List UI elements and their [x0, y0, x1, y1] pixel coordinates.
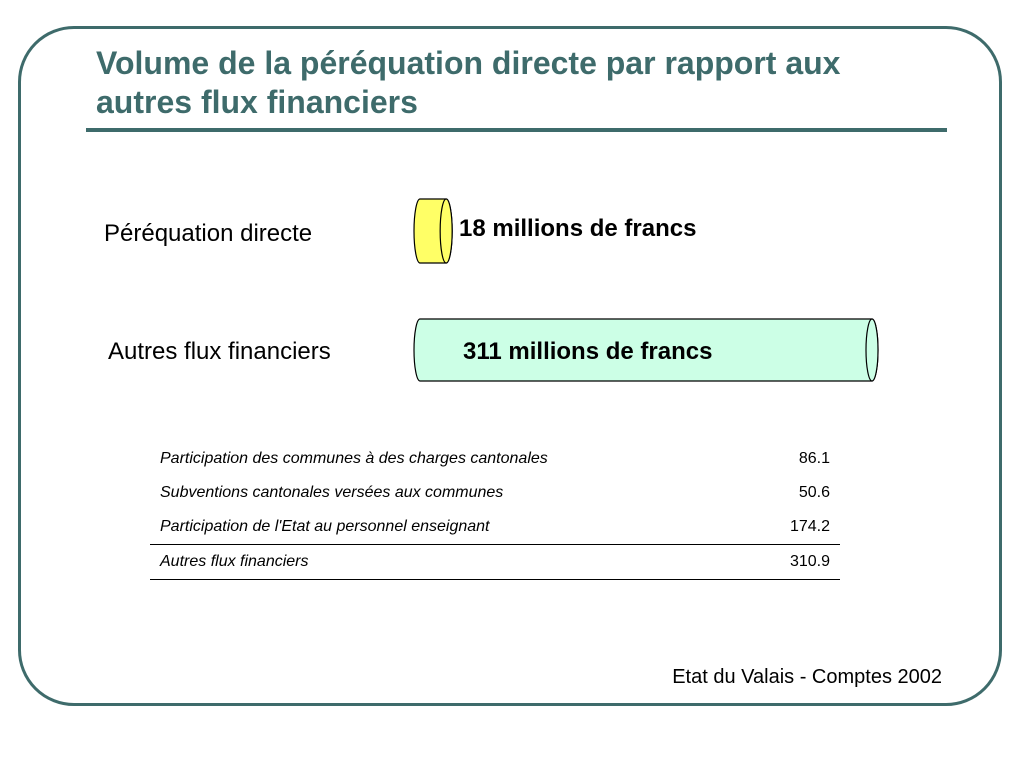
- row-value: 86.1: [798, 450, 830, 467]
- total-label: Autres flux financiers: [150, 544, 752, 580]
- flux-table: Participation des communes à des charges…: [150, 442, 840, 580]
- category-label-autres-flux: Autres flux financiers: [108, 338, 331, 365]
- category-label-perequation: Péréquation directe: [104, 220, 313, 247]
- title-underline: [86, 128, 947, 132]
- bar-end-cap: [865, 318, 879, 382]
- value-label-autres-flux: 311 millions de francs: [463, 338, 713, 365]
- table-row: Subventions cantonales versées aux commu…: [150, 476, 840, 510]
- table-row: Participation de l'Etat au personnel ens…: [150, 510, 840, 545]
- row-value: 174.2: [789, 518, 830, 535]
- bar-end-cap: [439, 198, 453, 264]
- value-label-perequation: 18 millions de francs: [459, 215, 697, 242]
- table-row: Participation des communes à des charges…: [150, 442, 840, 476]
- row-label: Participation de l'Etat au personnel ens…: [160, 518, 490, 535]
- row-label: Subventions cantonales versées aux commu…: [160, 484, 504, 501]
- slide-title: Volume de la péréquation directe par rap…: [96, 45, 841, 120]
- source-note: Etat du Valais - Comptes 2002: [672, 666, 942, 688]
- row-value: 50.6: [798, 484, 830, 501]
- row-label: Participation des communes à des charges…: [160, 450, 548, 467]
- bar-cylinder-autres-flux: [413, 318, 879, 382]
- total-value: 310.9: [751, 544, 840, 580]
- table-total-row: Autres flux financiers 310.9: [150, 544, 840, 580]
- slide-frame: [18, 26, 1002, 706]
- bar-cylinder-perequation: [413, 198, 453, 264]
